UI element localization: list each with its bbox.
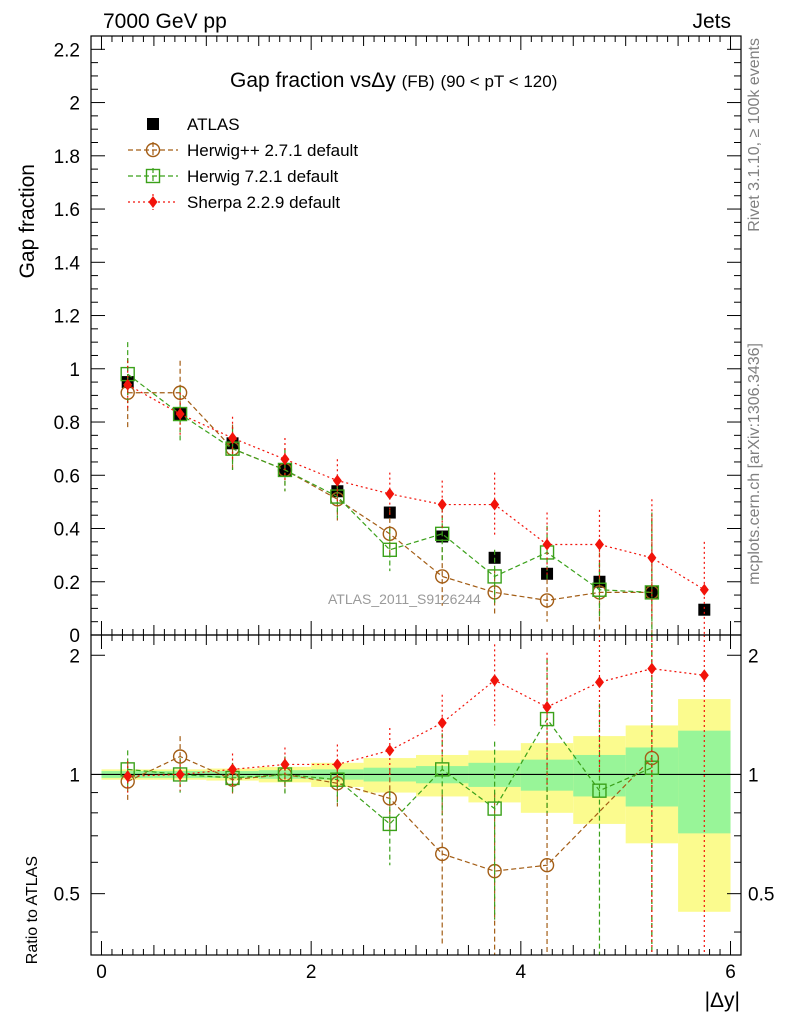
- ratio-ytick-label: 2: [69, 646, 80, 667]
- main-point-sherpa-2-2-9-default: [385, 487, 395, 500]
- header-right: Jets: [692, 10, 731, 33]
- ratio-line-herwig-2-7-1-default: [127, 755, 653, 872]
- ratio-ytick-label-right: 0.5: [748, 885, 774, 906]
- main-ytick-label: 0.2: [54, 573, 80, 594]
- legend-marker-herwig-2-7-1-default: [145, 142, 161, 158]
- title-range: (90 < pT < 120): [441, 72, 558, 91]
- ratio-line-sherpa-2-2-9-default: [127, 668, 705, 777]
- main-point-sherpa-2-2-9-default: [647, 551, 657, 564]
- ratio-panel-frame: [90, 634, 742, 956]
- ratio-point-sherpa-2-2-9-default: [542, 701, 552, 714]
- legend-label-herwig-7-2-1-default: Herwig 7.2.1 default: [187, 167, 338, 186]
- main-ytick-label: 1: [69, 360, 80, 381]
- main-point-herwig-7-2-1-default: [172, 406, 188, 422]
- ratio-ylabel: Ratio to ATLAS: [24, 856, 41, 964]
- analysis-watermark: ATLAS_2011_S9126244: [328, 591, 481, 607]
- ratio-point-herwig-7-2-1-default: [592, 783, 607, 798]
- main-point-atlas: [436, 530, 449, 543]
- ratio-ytick-label: 1: [69, 765, 80, 786]
- title-delta: Δy: [371, 69, 396, 92]
- main-title: Gap fraction vsΔy (FB) (90 < pT < 120): [230, 69, 557, 92]
- main-point-herwig-2-7-1-default: [435, 569, 450, 584]
- ratio-point-sherpa-2-2-9-default: [490, 674, 500, 687]
- ratio-point-herwig-2-7-1-default: [539, 857, 555, 873]
- side-note-top: Rivet 3.1.10, ≥ 100k events: [746, 38, 763, 232]
- main-ytick-label: 1.4: [54, 253, 81, 274]
- side-note-bottom: mcplots.cern.ch [arXiv:1306.3436]: [746, 343, 763, 585]
- main-point-sherpa-2-2-9-default: [228, 431, 238, 444]
- ratio-point-sherpa-2-2-9-default: [385, 744, 395, 757]
- main-ytick-label: 2: [69, 94, 80, 115]
- main-point-sherpa-2-2-9-default: [594, 538, 604, 551]
- main-ylabel: Gap fraction: [16, 164, 39, 278]
- legend-label-herwig-2-7-1-default: Herwig++ 2.7.1 default: [187, 141, 358, 160]
- ratio-xtick-label: 0: [96, 962, 107, 983]
- ratio-panel-marks: [120, 635, 709, 955]
- main-point-sherpa-2-2-9-default: [490, 498, 500, 511]
- main-point-sherpa-2-2-9-default: [175, 408, 185, 421]
- ratio-ytick-label: 0.5: [54, 885, 80, 906]
- title-main: Gap fraction vs: [230, 69, 371, 92]
- legend-label-sherpa-2-2-9-default: Sherpa 2.2.9 default: [187, 193, 340, 212]
- ratio-point-sherpa-2-2-9-default: [280, 758, 290, 771]
- ratio-point-sherpa-2-2-9-default: [332, 758, 342, 771]
- main-point-herwig-7-2-1-default: [487, 569, 502, 584]
- ratio-xtick-label: 2: [306, 962, 317, 983]
- main-line-herwig-7-2-1-default: [127, 373, 652, 594]
- main-ytick-label: 1.2: [54, 307, 80, 328]
- main-point-herwig-7-2-1-default: [592, 582, 607, 597]
- legend-marker-sherpa-2-2-9-default: [148, 196, 158, 208]
- main-ytick-label: 1.8: [54, 147, 80, 168]
- main-point-atlas: [488, 551, 501, 564]
- main-point-sherpa-2-2-9-default: [280, 453, 290, 466]
- header-left: 7000 GeV pp: [103, 10, 227, 33]
- ratio-ytick-label-right: 2: [748, 646, 759, 667]
- main-ytick-label: 1.6: [54, 200, 80, 221]
- ratio-ytick-label-right: 1: [748, 765, 759, 786]
- main-ytick-label: 0.8: [54, 413, 80, 434]
- main-point-sherpa-2-2-9-default: [699, 583, 709, 596]
- ratio-point-herwig-2-7-1-default: [435, 846, 450, 862]
- ratio-point-sherpa-2-2-9-default: [699, 669, 709, 682]
- ratio-xtick-label: 4: [516, 962, 527, 983]
- axes: 00.20.40.60.811.21.41.61.822.20 2 4 60.5 0.5…: [54, 35, 774, 983]
- ratio-point-sherpa-2-2-9-default: [175, 768, 185, 781]
- main-point-sherpa-2-2-9-default: [437, 498, 447, 511]
- ratio-xtick-label: 6: [725, 962, 736, 983]
- main-ytick-label: 0: [69, 626, 80, 647]
- ratio-point-sherpa-2-2-9-default: [437, 716, 447, 729]
- main-ytick-label: 0.4: [54, 520, 81, 541]
- ratio-line-herwig-7-2-1-default: [127, 717, 653, 825]
- main-line-sherpa-2-2-9-default: [127, 384, 705, 591]
- main-point-sherpa-2-2-9-default: [123, 378, 133, 391]
- ratio-point-sherpa-2-2-9-default: [647, 662, 657, 675]
- legend-marker-atlas: [147, 118, 159, 130]
- legend: ATLAS Herwig++ 2.7.1 default Herwig 7.2.1 …: [128, 115, 358, 212]
- title-fb: (FB): [402, 72, 435, 91]
- legend-marker-herwig-7-2-1-default: [145, 168, 161, 184]
- main-point-atlas: [698, 603, 711, 616]
- main-point-sherpa-2-2-9-default: [332, 474, 342, 487]
- ratio-point-sherpa-2-2-9-default: [123, 770, 133, 783]
- main-point-sherpa-2-2-9-default: [542, 538, 552, 551]
- main-point-herwig-2-7-1-default: [539, 593, 555, 608]
- main-ytick-label: 0.6: [54, 466, 80, 487]
- main-ytick-label: 2.2: [54, 40, 80, 61]
- ratio-point-sherpa-2-2-9-default: [594, 676, 604, 689]
- ratio-point-herwig-7-2-1-default: [435, 762, 450, 777]
- legend-label-atlas: ATLAS: [187, 115, 240, 134]
- ratio-xlabel: |Δy|: [705, 989, 740, 1012]
- main-line-herwig-2-7-1-default: [127, 392, 652, 601]
- main-panel-marks: [120, 342, 711, 635]
- ratio-point-herwig-7-2-1-default: [382, 816, 397, 832]
- ratio-point-sherpa-2-2-9-default: [228, 763, 238, 776]
- ratio-uncertainty-bands: [91, 699, 741, 912]
- main-point-herwig-7-2-1-default: [382, 542, 397, 558]
- ratio-point-herwig-7-2-1-default: [487, 801, 502, 816]
